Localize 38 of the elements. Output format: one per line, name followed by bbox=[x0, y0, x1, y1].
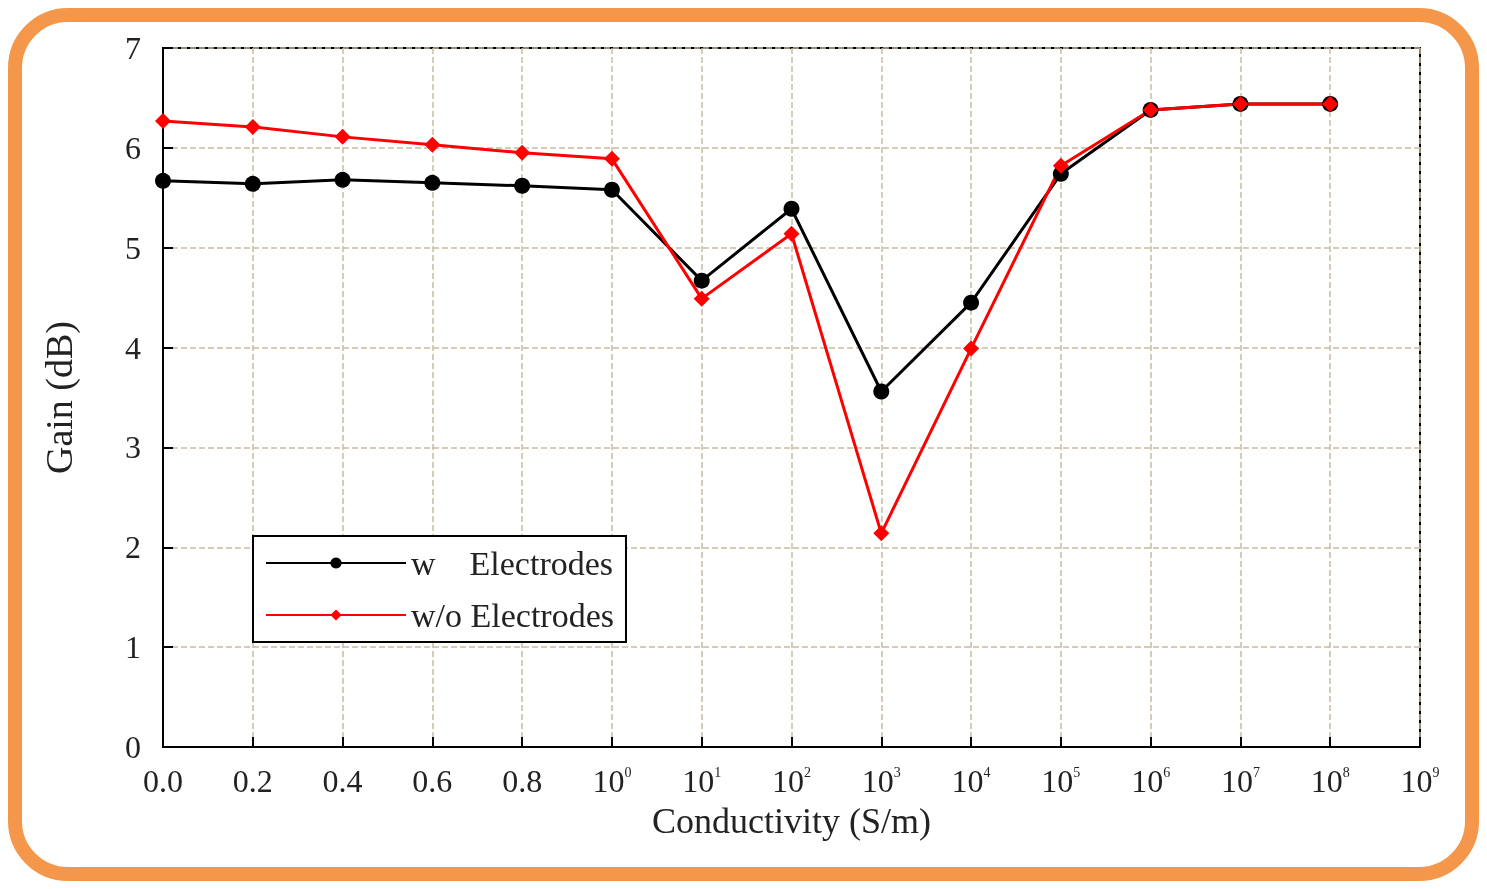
x-tick-label: 0.8 bbox=[502, 763, 543, 799]
point bbox=[693, 272, 710, 289]
point bbox=[334, 128, 351, 145]
y-tick-label: 0 bbox=[125, 729, 141, 765]
point bbox=[514, 177, 531, 194]
x-axis-title: Conductivity (S/m) bbox=[652, 801, 931, 841]
point bbox=[963, 340, 980, 357]
point bbox=[873, 525, 890, 542]
y-tick-label: 1 bbox=[125, 629, 141, 666]
x-tick-label: 0.6 bbox=[412, 763, 453, 799]
point bbox=[244, 118, 261, 135]
legend-label: w Electrodes bbox=[411, 544, 614, 582]
y-tick-label: 4 bbox=[125, 329, 141, 366]
point bbox=[244, 175, 261, 192]
y-tick-label: 2 bbox=[125, 529, 141, 566]
point bbox=[783, 225, 800, 242]
point bbox=[783, 200, 800, 217]
point bbox=[424, 174, 441, 191]
y-tick-label: 6 bbox=[125, 129, 141, 166]
point bbox=[155, 112, 171, 129]
y-tick-label: 5 bbox=[125, 229, 141, 266]
legend-label: w/o Electrodes bbox=[411, 596, 614, 634]
point bbox=[693, 290, 710, 307]
y-tick-label: 3 bbox=[125, 429, 141, 466]
point bbox=[424, 136, 441, 153]
point bbox=[963, 294, 980, 311]
point bbox=[873, 383, 890, 400]
point bbox=[1052, 157, 1069, 174]
y-tick-label: 7 bbox=[125, 30, 141, 66]
x-tick-label: 0.2 bbox=[232, 763, 273, 799]
y-axis-title: Gain (dB) bbox=[38, 320, 81, 475]
point bbox=[155, 172, 171, 189]
x-tick-label: 0.0 bbox=[143, 763, 183, 799]
point bbox=[514, 144, 531, 161]
x-tick-label: 0.4 bbox=[322, 763, 363, 799]
point bbox=[603, 181, 620, 198]
point bbox=[603, 150, 620, 167]
point bbox=[334, 171, 351, 188]
